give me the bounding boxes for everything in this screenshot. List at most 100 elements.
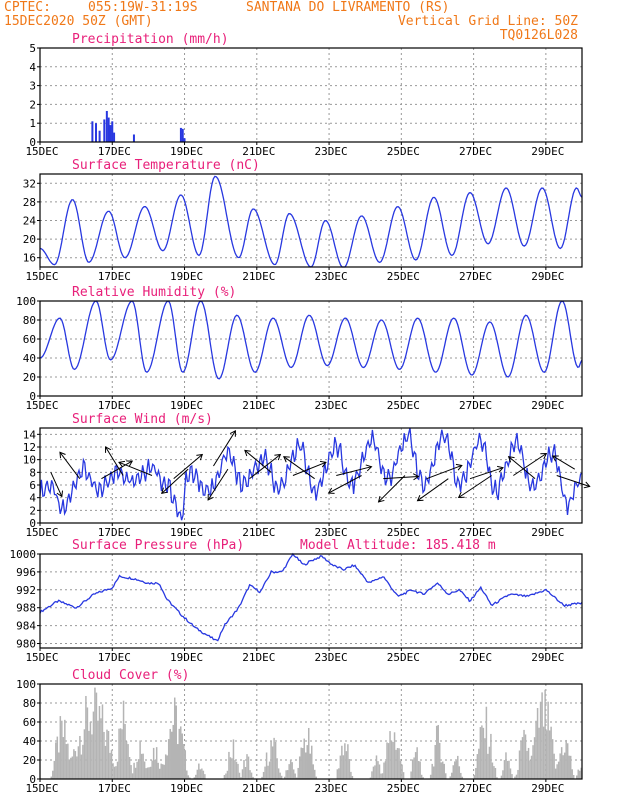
- wind-arrow-head: [507, 456, 515, 463]
- cloud-bar: [288, 764, 290, 779]
- cloud-bar: [202, 770, 205, 779]
- cloud-bar: [457, 755, 459, 779]
- cloud-bar: [553, 753, 555, 779]
- cloud-bar: [196, 769, 199, 779]
- cloud-bar: [572, 775, 575, 779]
- cloud-bar: [487, 753, 489, 779]
- cloud-bar: [303, 738, 305, 779]
- x-tick-label: 25DEC: [387, 651, 420, 664]
- cloud-bar: [154, 759, 156, 779]
- y-tick-label: 80: [23, 697, 36, 710]
- wind-arrow: [105, 446, 124, 476]
- cloud-bar: [143, 761, 146, 779]
- cloud-bar: [228, 751, 230, 779]
- cloud-bar: [417, 760, 420, 779]
- wind-arrow: [161, 468, 189, 494]
- cloud-bar: [68, 759, 71, 779]
- cloud-bar: [390, 740, 393, 779]
- wind-arrow-head: [118, 460, 126, 468]
- cloud-bar: [547, 701, 549, 779]
- cloud-bar: [577, 769, 579, 779]
- y-tick-label: 4: [29, 61, 36, 74]
- cloud-bar: [411, 759, 414, 779]
- cloud-bar: [53, 760, 56, 779]
- cloud-bar: [198, 763, 200, 779]
- cloud-bar: [172, 724, 174, 779]
- cloud-bar: [273, 737, 275, 779]
- cloud-bar: [264, 766, 266, 779]
- cloud-bar: [566, 743, 569, 779]
- cloud-bar: [520, 740, 522, 779]
- cloud-bar: [58, 752, 60, 779]
- cloud-bar: [158, 768, 161, 779]
- cloud-bar: [276, 758, 278, 779]
- cloud-bar: [559, 753, 561, 779]
- cloud-bar: [225, 773, 227, 779]
- x-tick-label: 23DEC: [315, 526, 348, 539]
- rh-series-line: [39, 300, 583, 380]
- wind-arrow: [173, 454, 203, 480]
- cloud-bar: [395, 749, 397, 779]
- cloud-bar: [231, 758, 233, 779]
- x-tick-label: 29DEC: [531, 399, 564, 412]
- wind-arrow: [283, 456, 315, 480]
- y-tick-label: 20: [23, 233, 36, 246]
- x-tick-label: 29DEC: [531, 651, 564, 664]
- press-title: Surface Pressure (hPa): [72, 538, 244, 553]
- cloud-bar: [139, 740, 141, 779]
- x-tick-label: 21DEC: [242, 270, 275, 283]
- cloud-bar: [511, 774, 513, 779]
- x-tick-label: 27DEC: [459, 399, 492, 412]
- cloud-bar: [136, 761, 138, 779]
- cloud-bar: [271, 746, 274, 779]
- cloud-bar: [524, 734, 527, 779]
- cloud-bar: [473, 775, 476, 779]
- cloud-bar: [539, 701, 542, 779]
- cloud-bar: [578, 770, 581, 779]
- cloud-bar: [148, 767, 150, 779]
- y-tick-label: 28: [23, 196, 36, 209]
- cloud-bar: [307, 727, 310, 779]
- cloud-bar: [515, 774, 518, 779]
- cloud-bar: [440, 762, 442, 779]
- cloud-bar: [167, 739, 170, 779]
- cloud-bar: [527, 747, 530, 779]
- x-tick-label: 21DEC: [242, 651, 275, 664]
- y-tick-label: 16: [23, 252, 36, 265]
- cloud-bar: [503, 760, 506, 779]
- cloud-bar: [432, 766, 435, 779]
- wind-arrow-head: [161, 487, 168, 495]
- cloud-bar: [535, 720, 537, 779]
- cloud-bar: [536, 707, 539, 779]
- cloud-bar: [294, 773, 296, 779]
- cloud-bar: [541, 692, 543, 779]
- cloud-bar: [544, 689, 546, 779]
- cloud-bar: [479, 727, 482, 779]
- x-tick-label: 15DEC: [25, 399, 58, 412]
- cloud-bar: [484, 738, 486, 779]
- x-tick-label: 27DEC: [459, 270, 492, 283]
- x-tick-label: 21DEC: [242, 782, 275, 795]
- y-tick-label: 4: [29, 492, 36, 505]
- cloud-bar: [393, 732, 396, 779]
- cloud-bar: [475, 767, 477, 779]
- cloud-bar: [315, 776, 318, 779]
- cloud-bar: [160, 763, 162, 779]
- cloud-bar: [341, 745, 343, 779]
- precip-bar: [179, 127, 182, 142]
- cloud-bar: [268, 761, 271, 779]
- y-tick-label: 988: [16, 602, 36, 615]
- cloud-bar: [565, 739, 567, 779]
- cloud-bar: [173, 697, 176, 779]
- cloud-bar: [241, 769, 244, 779]
- y-tick-label: 2: [29, 98, 36, 111]
- y-tick-label: 32: [23, 177, 36, 190]
- cloud-bar: [91, 734, 93, 779]
- x-tick-label: 17DEC: [98, 270, 131, 283]
- cloud-bar: [300, 747, 302, 779]
- header-grid-line: Vertical Grid Line: 50Z: [398, 14, 578, 29]
- cloud-bar: [94, 687, 96, 779]
- cloud-bar: [127, 744, 129, 779]
- cloud-bar: [125, 741, 128, 779]
- cloud-bar: [476, 754, 479, 779]
